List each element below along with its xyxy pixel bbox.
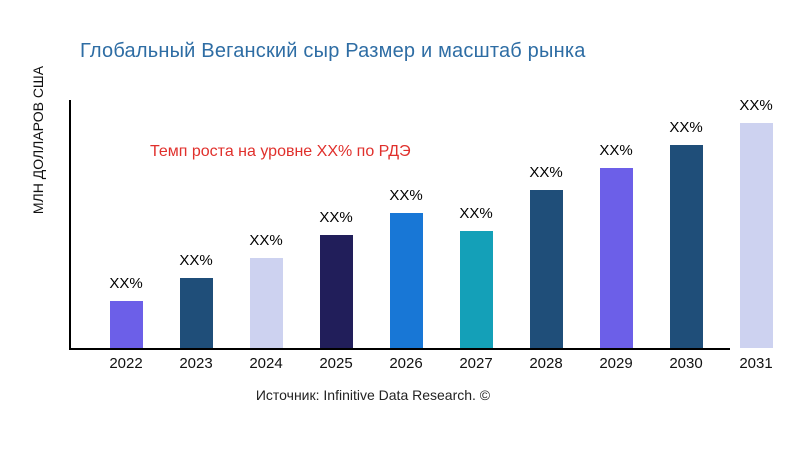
x-tick-2028: 2028 [529, 355, 563, 372]
x-tick-2027: 2027 [459, 355, 493, 372]
bar-2028 [529, 190, 563, 348]
y-axis-line [69, 100, 71, 349]
source-caption: Источник: Infinitive Data Research. © [255, 387, 491, 403]
x-tick-2031: 2031 [739, 355, 773, 372]
bar-value-label-2031: XX% [739, 97, 773, 114]
growth-rate-annotation: Темп роста на уровне XX% по РДЭ [150, 143, 411, 160]
bar-value-label-2022: XX% [109, 275, 143, 292]
x-axis-line [69, 348, 730, 350]
bar-2030 [669, 145, 703, 348]
bar-value-label-2028: XX% [529, 164, 563, 181]
x-tick-2026: 2026 [389, 355, 423, 372]
bar-2023 [179, 278, 213, 348]
bar-value-label-2029: XX% [599, 142, 633, 159]
bar-value-label-2024: XX% [249, 232, 283, 249]
bar-value-label-2023: XX% [179, 252, 213, 269]
bar-value-label-2027: XX% [459, 205, 493, 222]
x-tick-2025: 2025 [319, 355, 353, 372]
bar-2027 [459, 231, 493, 348]
x-tick-2024: 2024 [249, 355, 283, 372]
bar-2026 [389, 213, 423, 348]
bar-value-label-2030: XX% [669, 119, 703, 136]
bar-2024 [249, 258, 283, 348]
bar-value-label-2025: XX% [319, 209, 353, 226]
bar-2029 [599, 168, 633, 348]
bar-2025 [319, 235, 353, 348]
bar-2031 [739, 123, 773, 348]
x-tick-2023: 2023 [179, 355, 213, 372]
bar-value-label-2026: XX% [389, 187, 423, 204]
x-tick-2022: 2022 [109, 355, 143, 372]
bar-2022 [109, 301, 143, 348]
x-tick-2030: 2030 [669, 355, 703, 372]
chart-title: Глобальный Веганский сыр Размер и масшта… [80, 40, 586, 62]
x-tick-2029: 2029 [599, 355, 633, 372]
